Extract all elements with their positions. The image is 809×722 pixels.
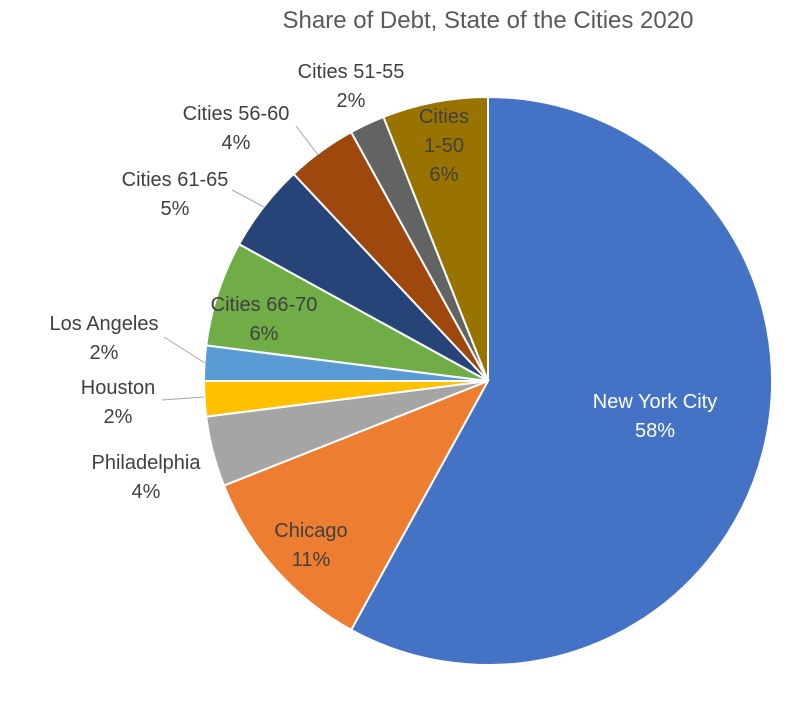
- leader-line: [231, 189, 265, 208]
- leader-line: [163, 336, 206, 364]
- chart-title: Share of Debt, State of the Cities 2020: [283, 7, 694, 34]
- data-label: Cities 51-55 2%: [298, 61, 405, 112]
- data-label: New York City 58%: [593, 391, 718, 442]
- pie-slices: [202, 95, 773, 666]
- data-labels: New York City 58% Chicago 11% Philadelphia 4%…: [50, 61, 718, 571]
- leader-line: [295, 125, 319, 156]
- data-label: Houston 2%: [81, 377, 156, 428]
- leader-line: [161, 396, 205, 401]
- pie-slice-new-york-city: [349, 95, 773, 666]
- leader-lines: [161, 125, 319, 401]
- data-label: Chicago 11%: [274, 520, 347, 571]
- data-label: Cities 66-70 6%: [211, 294, 318, 345]
- data-label: Cities 1-50 6%: [419, 106, 469, 186]
- pie-slice-cities-1-50: [382, 95, 489, 382]
- data-label: Philadelphia 4%: [92, 452, 202, 503]
- data-label: Cities 56-60 4%: [183, 103, 290, 154]
- data-label: Los Angeles 2%: [50, 313, 159, 364]
- pie-slice-chicago: [222, 379, 491, 632]
- data-label: Cities 61-65 5%: [122, 169, 229, 220]
